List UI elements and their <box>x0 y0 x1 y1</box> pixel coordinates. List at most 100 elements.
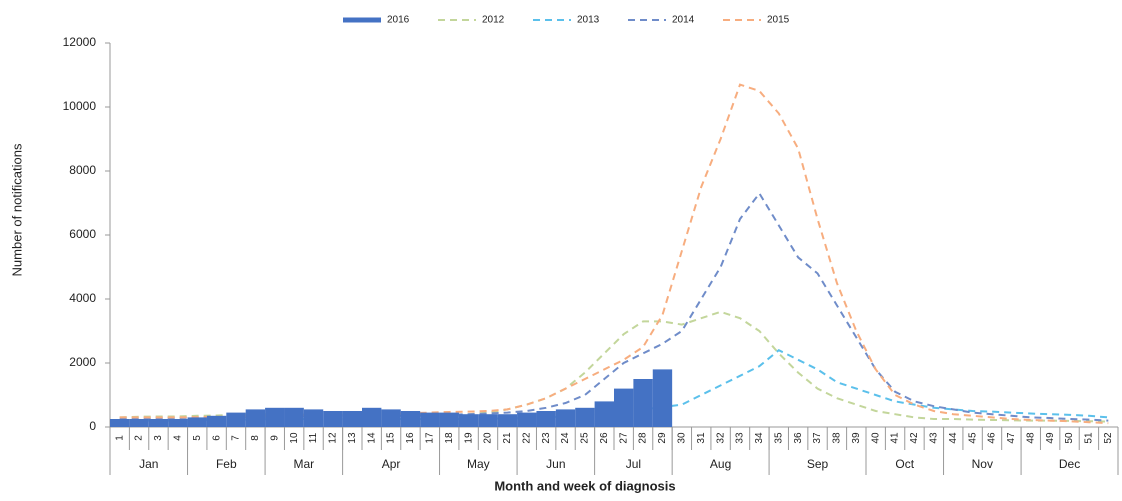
month-label: Nov <box>972 457 993 471</box>
x-tick-label: 7 <box>231 435 242 441</box>
month-label: Mar <box>294 457 315 471</box>
x-tick-label: 37 <box>812 432 823 444</box>
month-label: Dec <box>1059 457 1080 471</box>
x-tick-label: 39 <box>851 432 862 444</box>
x-tick-label: 22 <box>521 432 532 444</box>
bar <box>458 414 479 427</box>
x-tick-label: 16 <box>405 432 416 444</box>
x-tick-label: 35 <box>773 432 784 444</box>
x-tick-label: 12 <box>328 432 339 444</box>
month-label: Jan <box>139 457 158 471</box>
bar <box>555 409 576 427</box>
x-tick-label: 38 <box>832 432 843 444</box>
x-tick-label: 9 <box>269 435 280 441</box>
x-tick-label: 4 <box>172 435 183 441</box>
line <box>119 310 1109 423</box>
legend-label: 2012 <box>482 15 505 26</box>
x-tick-label: 29 <box>657 432 668 444</box>
bar <box>381 409 401 427</box>
y-axis-title: Number of notifications <box>9 143 24 276</box>
y-tick-label: 6000 <box>69 227 96 241</box>
bar <box>497 414 518 427</box>
x-tick-label: 27 <box>618 432 629 444</box>
month-label: Feb <box>216 457 237 471</box>
month-label: Oct <box>895 457 914 471</box>
legend-label: 2014 <box>672 15 695 26</box>
bar <box>575 407 595 427</box>
bar <box>206 415 227 427</box>
bar <box>187 417 207 427</box>
bar <box>594 401 614 427</box>
month-label: Aug <box>710 457 731 471</box>
bar <box>148 419 169 427</box>
bar <box>362 407 382 427</box>
x-axis-title: Month and week of diagnosis <box>494 478 675 493</box>
x-tick-label: 14 <box>366 432 377 444</box>
y-tick-label: 10000 <box>63 99 97 113</box>
y-tick-label: 0 <box>89 419 96 433</box>
x-tick-label: 50 <box>1064 432 1075 444</box>
y-tick-label: 8000 <box>69 163 96 177</box>
bar <box>400 411 421 427</box>
x-tick-label: 51 <box>1084 432 1095 444</box>
bar <box>614 388 634 427</box>
bar <box>536 411 556 427</box>
x-tick-label: 36 <box>793 432 804 444</box>
bar <box>110 419 130 427</box>
x-tick-label: 42 <box>909 432 920 444</box>
month-label: Jun <box>546 457 565 471</box>
x-tick-label: 31 <box>696 432 707 444</box>
x-tick-label: 3 <box>153 435 164 441</box>
bar <box>129 419 149 427</box>
month-label: Apr <box>382 457 401 471</box>
bar <box>323 411 343 427</box>
y-tick-label: 2000 <box>69 355 96 369</box>
x-tick-label: 17 <box>424 432 435 444</box>
x-tick-label: 15 <box>386 432 397 444</box>
bar <box>265 407 285 427</box>
bar <box>342 411 362 427</box>
x-tick-label: 40 <box>870 432 881 444</box>
line <box>119 83 1109 425</box>
bar <box>478 414 498 427</box>
bar <box>284 407 304 427</box>
x-tick-label: 20 <box>483 432 494 444</box>
x-tick-label: 48 <box>1025 432 1036 444</box>
x-tick-label: 24 <box>560 432 571 444</box>
x-tick-label: 11 <box>308 432 319 443</box>
x-tick-label: 8 <box>250 435 261 441</box>
x-tick-label: 21 <box>502 432 513 444</box>
x-tick-label: 49 <box>1045 432 1056 444</box>
x-tick-label: 45 <box>967 432 978 444</box>
x-tick-label: 46 <box>987 432 998 444</box>
bar <box>245 409 266 427</box>
x-tick-label: 28 <box>638 432 649 444</box>
x-tick-label: 30 <box>676 432 687 444</box>
x-tick-label: 18 <box>444 432 455 444</box>
bar <box>168 419 188 427</box>
line <box>119 191 1109 422</box>
x-tick-label: 44 <box>948 432 959 444</box>
bar <box>517 412 537 427</box>
x-tick-label: 1 <box>114 435 125 441</box>
month-label: Jul <box>626 457 641 471</box>
x-tick-label: 23 <box>541 432 552 444</box>
y-tick-label: 4000 <box>69 291 96 305</box>
x-tick-label: 26 <box>599 432 610 444</box>
x-tick-label: 10 <box>289 432 300 444</box>
x-tick-label: 41 <box>890 432 901 444</box>
x-tick-label: 2 <box>134 435 145 441</box>
y-tick-label: 12000 <box>63 35 97 49</box>
x-tick-label: 6 <box>211 435 222 441</box>
x-tick-label: 33 <box>735 432 746 444</box>
bar <box>652 369 673 427</box>
x-tick-label: 47 <box>1006 432 1017 444</box>
x-tick-label: 25 <box>580 432 591 444</box>
month-label: Sep <box>807 457 829 471</box>
bar <box>633 379 653 427</box>
month-label: May <box>467 457 490 471</box>
bar <box>439 412 459 427</box>
x-tick-label: 34 <box>754 432 765 444</box>
x-tick-label: 5 <box>192 435 203 441</box>
